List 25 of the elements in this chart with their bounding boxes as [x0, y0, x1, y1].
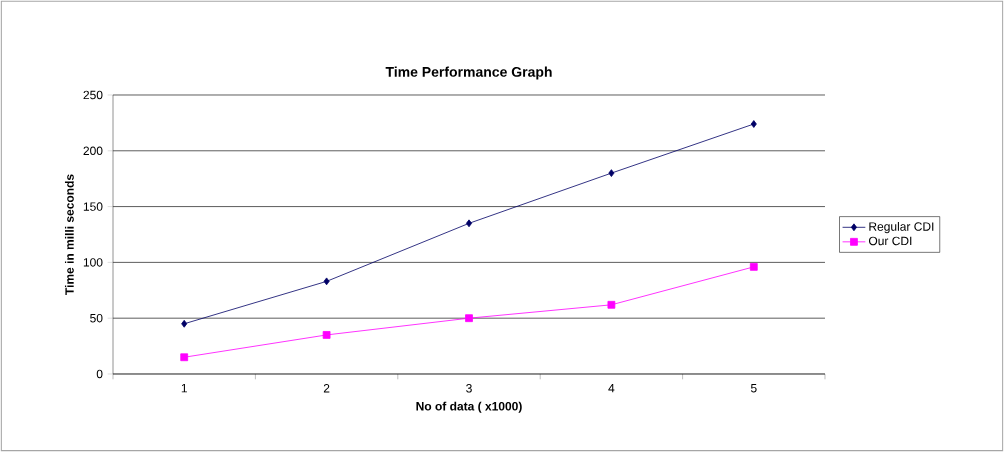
x-axis-title: No of data ( x1000)	[416, 401, 522, 413]
y-tick-label: 250	[83, 90, 103, 100]
legend-label: Regular CDI	[869, 221, 934, 234]
point	[608, 169, 615, 177]
y-tick-label: 50	[90, 313, 103, 323]
x-tick-label: 2	[323, 384, 330, 393]
legend-label: Our CDI	[868, 236, 912, 246]
y-tick-label: 100	[83, 258, 103, 267]
point	[181, 319, 188, 328]
y-axis-title: Time in milli seconds	[64, 174, 74, 295]
x-tick-label: 1	[181, 384, 187, 393]
point	[465, 314, 473, 323]
point	[180, 353, 189, 362]
point	[322, 331, 331, 339]
chart-title: Time Performance Graph	[385, 66, 552, 80]
x-tick-label: 4	[608, 384, 615, 393]
x-tick-label: 3	[466, 384, 472, 393]
point	[750, 120, 757, 128]
y-tick-label: 150	[83, 202, 103, 211]
point	[323, 277, 330, 286]
y-tick-label: 200	[83, 146, 103, 156]
x-tick-label: 5	[750, 384, 757, 393]
y-tick-label: 0	[96, 369, 103, 379]
point	[749, 262, 758, 271]
point	[607, 300, 616, 309]
